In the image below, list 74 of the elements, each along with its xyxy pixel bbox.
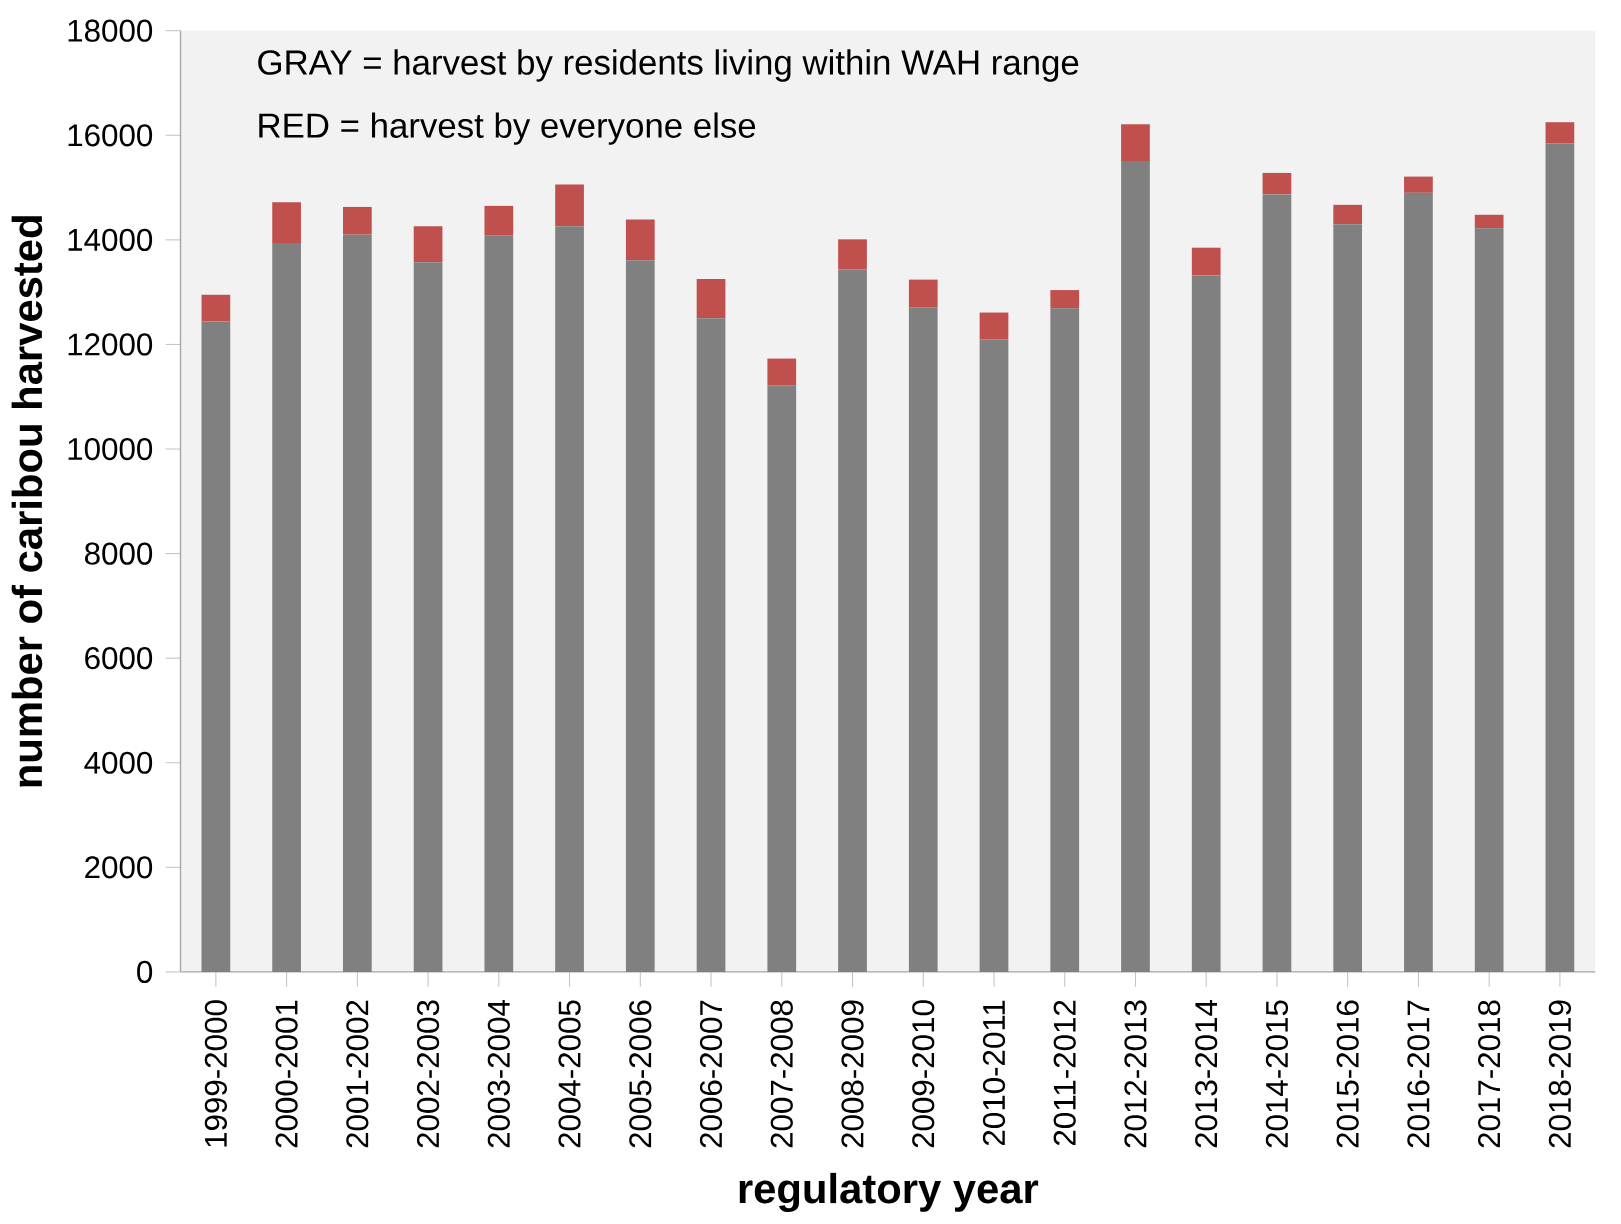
x-tick-label: 2014-2015 bbox=[1265, 1000, 1289, 1148]
x-tick-label: 2010-2011 bbox=[982, 1000, 1006, 1146]
y-tick-label: 12000 bbox=[68, 333, 153, 356]
x-tick-label: 2016-2017 bbox=[1407, 1000, 1430, 1148]
y-tick-label: 14000 bbox=[68, 228, 153, 252]
y-tick-label: 6000 bbox=[85, 647, 153, 670]
x-tick-label: 2006-2007 bbox=[699, 1000, 723, 1148]
bar bbox=[1262, 194, 1292, 973]
bar bbox=[1474, 228, 1504, 973]
bar bbox=[484, 235, 514, 973]
bar bbox=[767, 358, 797, 386]
x-tick-label: 2013-2014 bbox=[1195, 1000, 1218, 1148]
y-tick-label: 0 bbox=[137, 961, 153, 984]
x-tick-label: 2012-2013 bbox=[1124, 1000, 1147, 1148]
bar bbox=[838, 269, 867, 973]
bar bbox=[979, 312, 1009, 340]
bar bbox=[555, 226, 584, 973]
x-tick-label: 2011-2012 bbox=[1053, 1000, 1076, 1146]
bar bbox=[555, 184, 584, 227]
bar bbox=[908, 307, 938, 973]
bar bbox=[1404, 176, 1433, 194]
bar bbox=[272, 243, 301, 973]
y-axis-title: number of caribou harvested bbox=[11, 216, 43, 787]
bar bbox=[484, 206, 514, 236]
bar bbox=[979, 339, 1009, 973]
bar bbox=[767, 385, 797, 973]
y-tick-label: 10000 bbox=[68, 438, 153, 461]
x-tick-label: 2017-2018 bbox=[1478, 1000, 1501, 1148]
bar bbox=[272, 202, 301, 244]
bar bbox=[1333, 224, 1363, 973]
y-tick-label: 18000 bbox=[68, 19, 153, 43]
y-tick-label: 4000 bbox=[84, 751, 153, 775]
bar bbox=[201, 321, 231, 973]
bar bbox=[625, 260, 655, 973]
x-axis-title: regulatory year bbox=[739, 1173, 1039, 1213]
y-tick-label: 2000 bbox=[85, 856, 153, 879]
bar bbox=[1050, 308, 1080, 973]
bar bbox=[696, 279, 726, 319]
bar bbox=[342, 234, 372, 973]
bar bbox=[1121, 124, 1150, 162]
bar bbox=[413, 226, 443, 263]
bar bbox=[1404, 193, 1433, 973]
bar bbox=[625, 219, 655, 261]
annotation: GRAY = harvest by residents living within WAH range bbox=[258, 49, 1079, 82]
bar bbox=[1191, 247, 1221, 276]
bar bbox=[1262, 173, 1292, 195]
bar bbox=[201, 294, 231, 322]
x-tick-label: 2003-2004 bbox=[487, 1000, 510, 1148]
bar bbox=[1050, 290, 1080, 309]
bar bbox=[1191, 275, 1221, 973]
bar bbox=[1545, 143, 1575, 973]
bar bbox=[1333, 205, 1363, 225]
annotation: RED = harvest by everyone else bbox=[259, 112, 756, 146]
y-tick-label: 16000 bbox=[68, 124, 153, 147]
bar bbox=[908, 279, 938, 308]
bar bbox=[1545, 122, 1575, 144]
x-tick-label: 2004-2005 bbox=[558, 1000, 581, 1148]
bar bbox=[1474, 214, 1504, 229]
bar bbox=[696, 318, 726, 973]
x-tick-label: 2002-2003 bbox=[416, 1000, 440, 1148]
x-tick-label: 2018-2019 bbox=[1548, 1000, 1572, 1148]
bar bbox=[342, 207, 372, 235]
x-tick-label: 2000-2001 bbox=[275, 1000, 298, 1148]
x-tick-label: 1999-2000 bbox=[204, 1000, 227, 1147]
x-tick-label: 2009-2010 bbox=[912, 1000, 935, 1148]
bar bbox=[413, 262, 443, 973]
bar bbox=[1121, 161, 1150, 973]
x-tick-label: 2015-2016 bbox=[1336, 1000, 1359, 1148]
x-tick-label: 2001-2002 bbox=[346, 1000, 369, 1148]
y-tick-label: 8000 bbox=[84, 542, 153, 565]
x-tick-label: 2005-2006 bbox=[629, 1000, 652, 1148]
x-tick-label: 2007-2008 bbox=[770, 1000, 793, 1148]
x-tick-label: 2008-2009 bbox=[841, 1000, 864, 1148]
bar bbox=[838, 239, 867, 270]
